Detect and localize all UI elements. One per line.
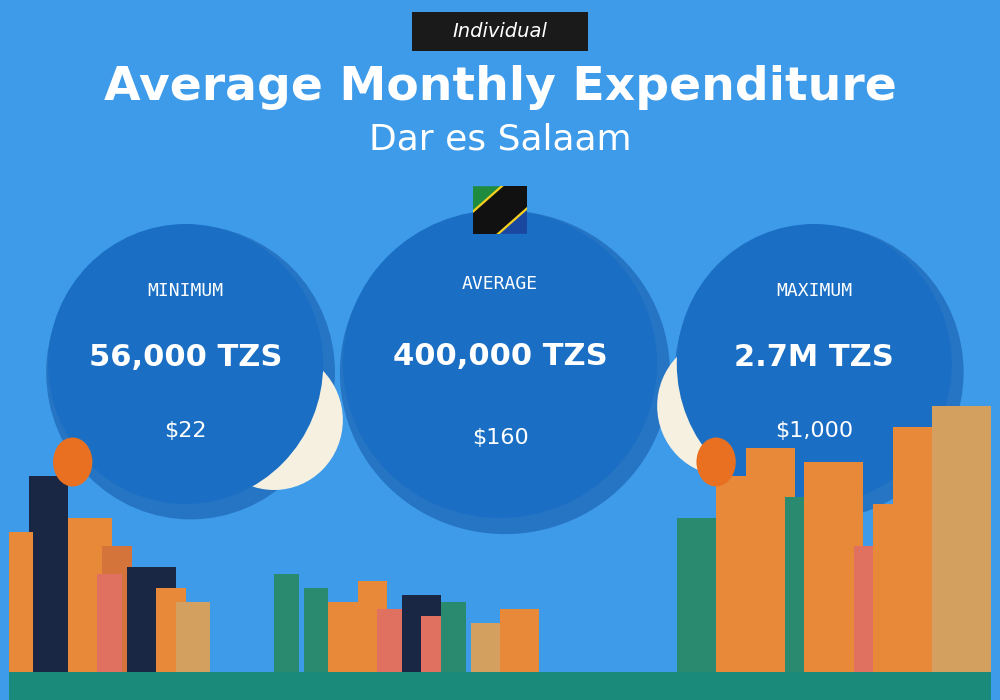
Ellipse shape — [677, 224, 952, 504]
Text: Individual: Individual — [453, 22, 547, 41]
Ellipse shape — [340, 211, 670, 534]
Bar — [68, 518, 112, 672]
Text: Dar es Salaam: Dar es Salaam — [369, 123, 631, 157]
Bar — [274, 574, 299, 672]
Bar — [9, 532, 33, 672]
Bar — [29, 476, 68, 672]
Text: 56,000 TZS: 56,000 TZS — [89, 342, 282, 372]
Text: MINIMUM: MINIMUM — [148, 282, 224, 300]
Text: $160: $160 — [472, 428, 528, 448]
Polygon shape — [453, 180, 512, 229]
Ellipse shape — [657, 336, 795, 476]
Bar — [402, 595, 441, 672]
Bar — [471, 623, 510, 672]
Bar — [9, 672, 991, 700]
Bar — [932, 406, 991, 672]
Bar — [328, 602, 367, 672]
Polygon shape — [456, 181, 544, 239]
Ellipse shape — [53, 438, 92, 486]
Text: Average Monthly Expenditure: Average Monthly Expenditure — [104, 65, 896, 110]
Text: 400,000 TZS: 400,000 TZS — [393, 342, 607, 371]
Polygon shape — [488, 191, 547, 240]
Ellipse shape — [46, 225, 335, 519]
Polygon shape — [473, 186, 527, 234]
Ellipse shape — [48, 224, 323, 504]
Bar — [893, 427, 942, 672]
Bar — [854, 546, 878, 672]
Bar — [358, 581, 387, 672]
Bar — [804, 462, 863, 672]
FancyBboxPatch shape — [412, 12, 588, 51]
Text: 2.7M TZS: 2.7M TZS — [734, 342, 894, 372]
Bar — [473, 186, 527, 234]
Bar — [746, 448, 795, 672]
Bar — [304, 588, 328, 672]
Ellipse shape — [706, 329, 814, 455]
Bar — [785, 497, 814, 672]
Ellipse shape — [186, 340, 294, 458]
Bar — [716, 476, 755, 672]
Bar — [873, 504, 908, 672]
Bar — [441, 602, 466, 672]
Ellipse shape — [696, 438, 736, 486]
Bar — [156, 588, 186, 672]
Bar — [677, 518, 736, 672]
Ellipse shape — [343, 210, 657, 518]
Bar — [500, 609, 539, 672]
Bar — [377, 609, 402, 672]
Ellipse shape — [675, 225, 964, 519]
Bar — [421, 616, 456, 672]
Ellipse shape — [205, 350, 343, 490]
Text: $1,000: $1,000 — [775, 421, 853, 441]
Bar — [127, 567, 176, 672]
Text: $22: $22 — [164, 421, 207, 441]
Bar — [102, 546, 132, 672]
Bar — [176, 602, 210, 672]
Text: AVERAGE: AVERAGE — [462, 275, 538, 293]
Polygon shape — [473, 186, 527, 234]
Bar — [97, 574, 122, 672]
Text: MAXIMUM: MAXIMUM — [776, 282, 852, 300]
